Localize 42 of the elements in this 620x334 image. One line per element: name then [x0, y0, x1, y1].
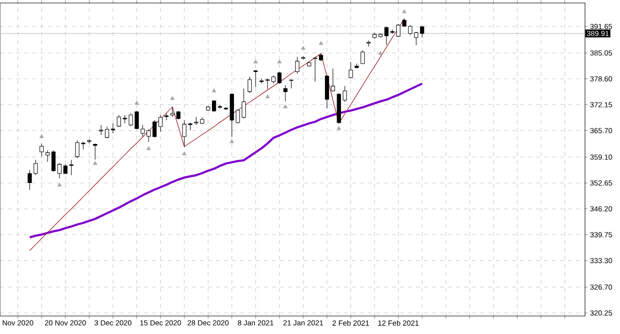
- point: [170, 96, 175, 100]
- point: [378, 51, 383, 55]
- candlestick: [51, 150, 56, 172]
- candlestick: [295, 56, 300, 74]
- candlestick: [348, 62, 353, 79]
- point: [277, 60, 282, 64]
- candlestick: [152, 120, 157, 138]
- point: [93, 161, 98, 165]
- point: [265, 94, 270, 98]
- candlestick: [283, 84, 288, 102]
- candlestick: [248, 76, 252, 94]
- point: [40, 134, 44, 138]
- point: [146, 146, 151, 150]
- candlestick: [254, 70, 258, 88]
- point: [134, 100, 139, 105]
- candlestick: [313, 56, 318, 82]
- candlestick: [46, 150, 50, 162]
- candlestick: [277, 71, 282, 84]
- candlestick: [57, 162, 62, 179]
- point: [283, 104, 288, 108]
- candlestick: [360, 50, 365, 64]
- point: [402, 9, 406, 14]
- point: [336, 126, 341, 130]
- candlestick: [93, 143, 98, 160]
- point: [212, 88, 216, 92]
- point: [230, 139, 234, 144]
- candlestick: [324, 74, 330, 109]
- point: [301, 46, 306, 50]
- candlestick: [40, 143, 44, 157]
- point: [57, 182, 62, 187]
- candlestick: [170, 106, 174, 118]
- candlestick: [158, 114, 163, 132]
- point: [254, 60, 258, 64]
- candlestick: [384, 26, 388, 46]
- candlestick: [99, 124, 104, 136]
- candlestick: [110, 123, 116, 134]
- point: [318, 41, 324, 45]
- candlestick: [330, 68, 335, 92]
- candlestick: [164, 113, 169, 120]
- point: [182, 151, 186, 156]
- candlestick: [218, 104, 222, 109]
- candlestick: [265, 78, 270, 90]
